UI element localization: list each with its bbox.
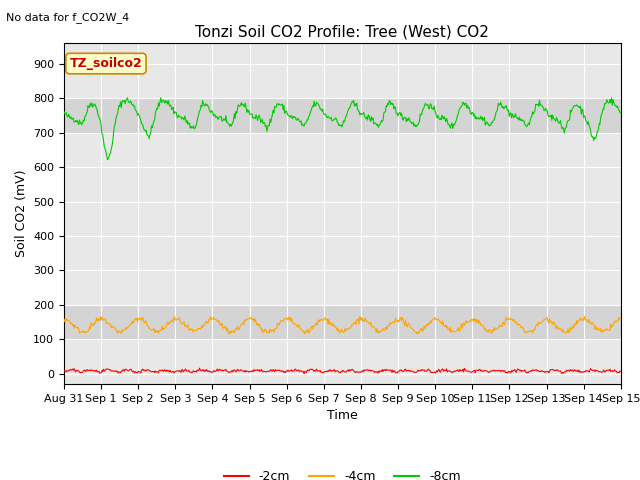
X-axis label: Time: Time bbox=[327, 409, 358, 422]
Y-axis label: Soil CO2 (mV): Soil CO2 (mV) bbox=[15, 170, 28, 257]
Bar bbox=[64, 98, 621, 132]
Text: TZ_soilco2: TZ_soilco2 bbox=[70, 57, 142, 70]
Text: No data for f_CO2W_4: No data for f_CO2W_4 bbox=[6, 12, 130, 23]
Title: Tonzi Soil CO2 Profile: Tree (West) CO2: Tonzi Soil CO2 Profile: Tree (West) CO2 bbox=[195, 24, 490, 39]
Bar bbox=[64, 305, 621, 339]
Legend: -2cm, -4cm, -8cm: -2cm, -4cm, -8cm bbox=[219, 465, 466, 480]
